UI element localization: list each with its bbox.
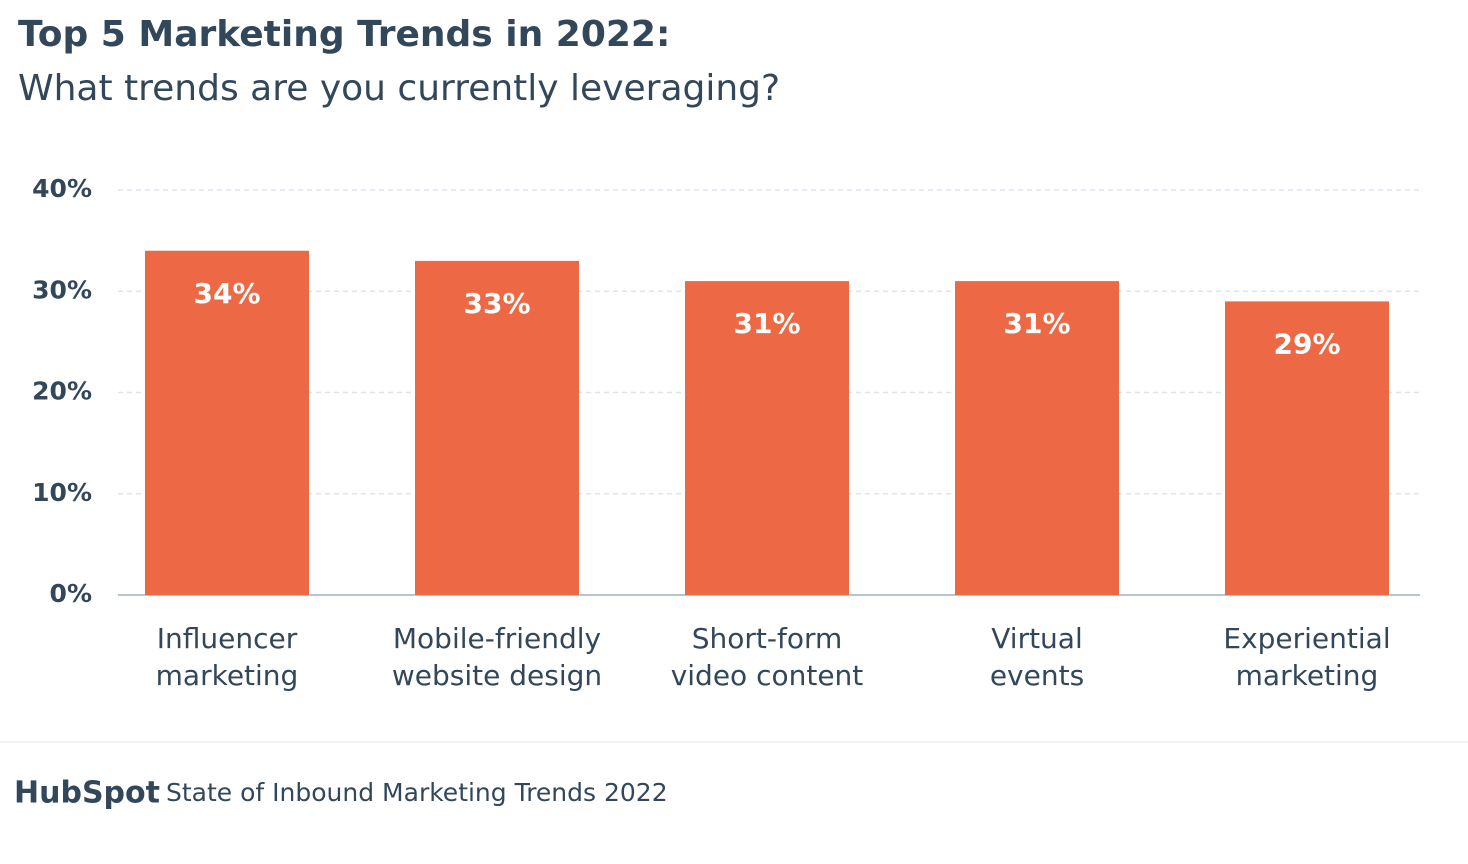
value-label: 31% <box>1003 307 1070 340</box>
bar <box>955 281 1119 595</box>
bar <box>415 260 579 595</box>
brand-logo: HubSpot <box>14 776 160 811</box>
bar <box>685 281 849 595</box>
y-tick-label: 40% <box>32 174 92 203</box>
x-tick-label: Experiential marketing <box>1223 622 1391 692</box>
chart-subtitle: What trends are you currently leveraging… <box>18 68 780 109</box>
x-tick-label: Short-form video content <box>670 622 864 692</box>
value-label: 31% <box>733 307 800 340</box>
chart-title: Top 5 Marketing Trends in 2022: <box>18 14 670 55</box>
y-tick-label: 20% <box>32 377 92 406</box>
y-tick-label: 10% <box>32 478 92 507</box>
x-tick-label: Mobile-friendly website design <box>391 622 603 692</box>
x-tick-label: Virtual events <box>989 622 1085 692</box>
x-tick-label: Influencer marketing <box>155 622 299 692</box>
value-label: 33% <box>463 287 530 320</box>
value-label: 34% <box>193 277 260 310</box>
y-tick-label: 0% <box>50 579 92 608</box>
value-label: 29% <box>1273 327 1340 360</box>
bar <box>145 250 309 595</box>
bar <box>1225 301 1389 595</box>
source: State of Inbound Marketing Trends 2022 <box>166 778 668 807</box>
y-tick-label: 30% <box>32 275 92 304</box>
